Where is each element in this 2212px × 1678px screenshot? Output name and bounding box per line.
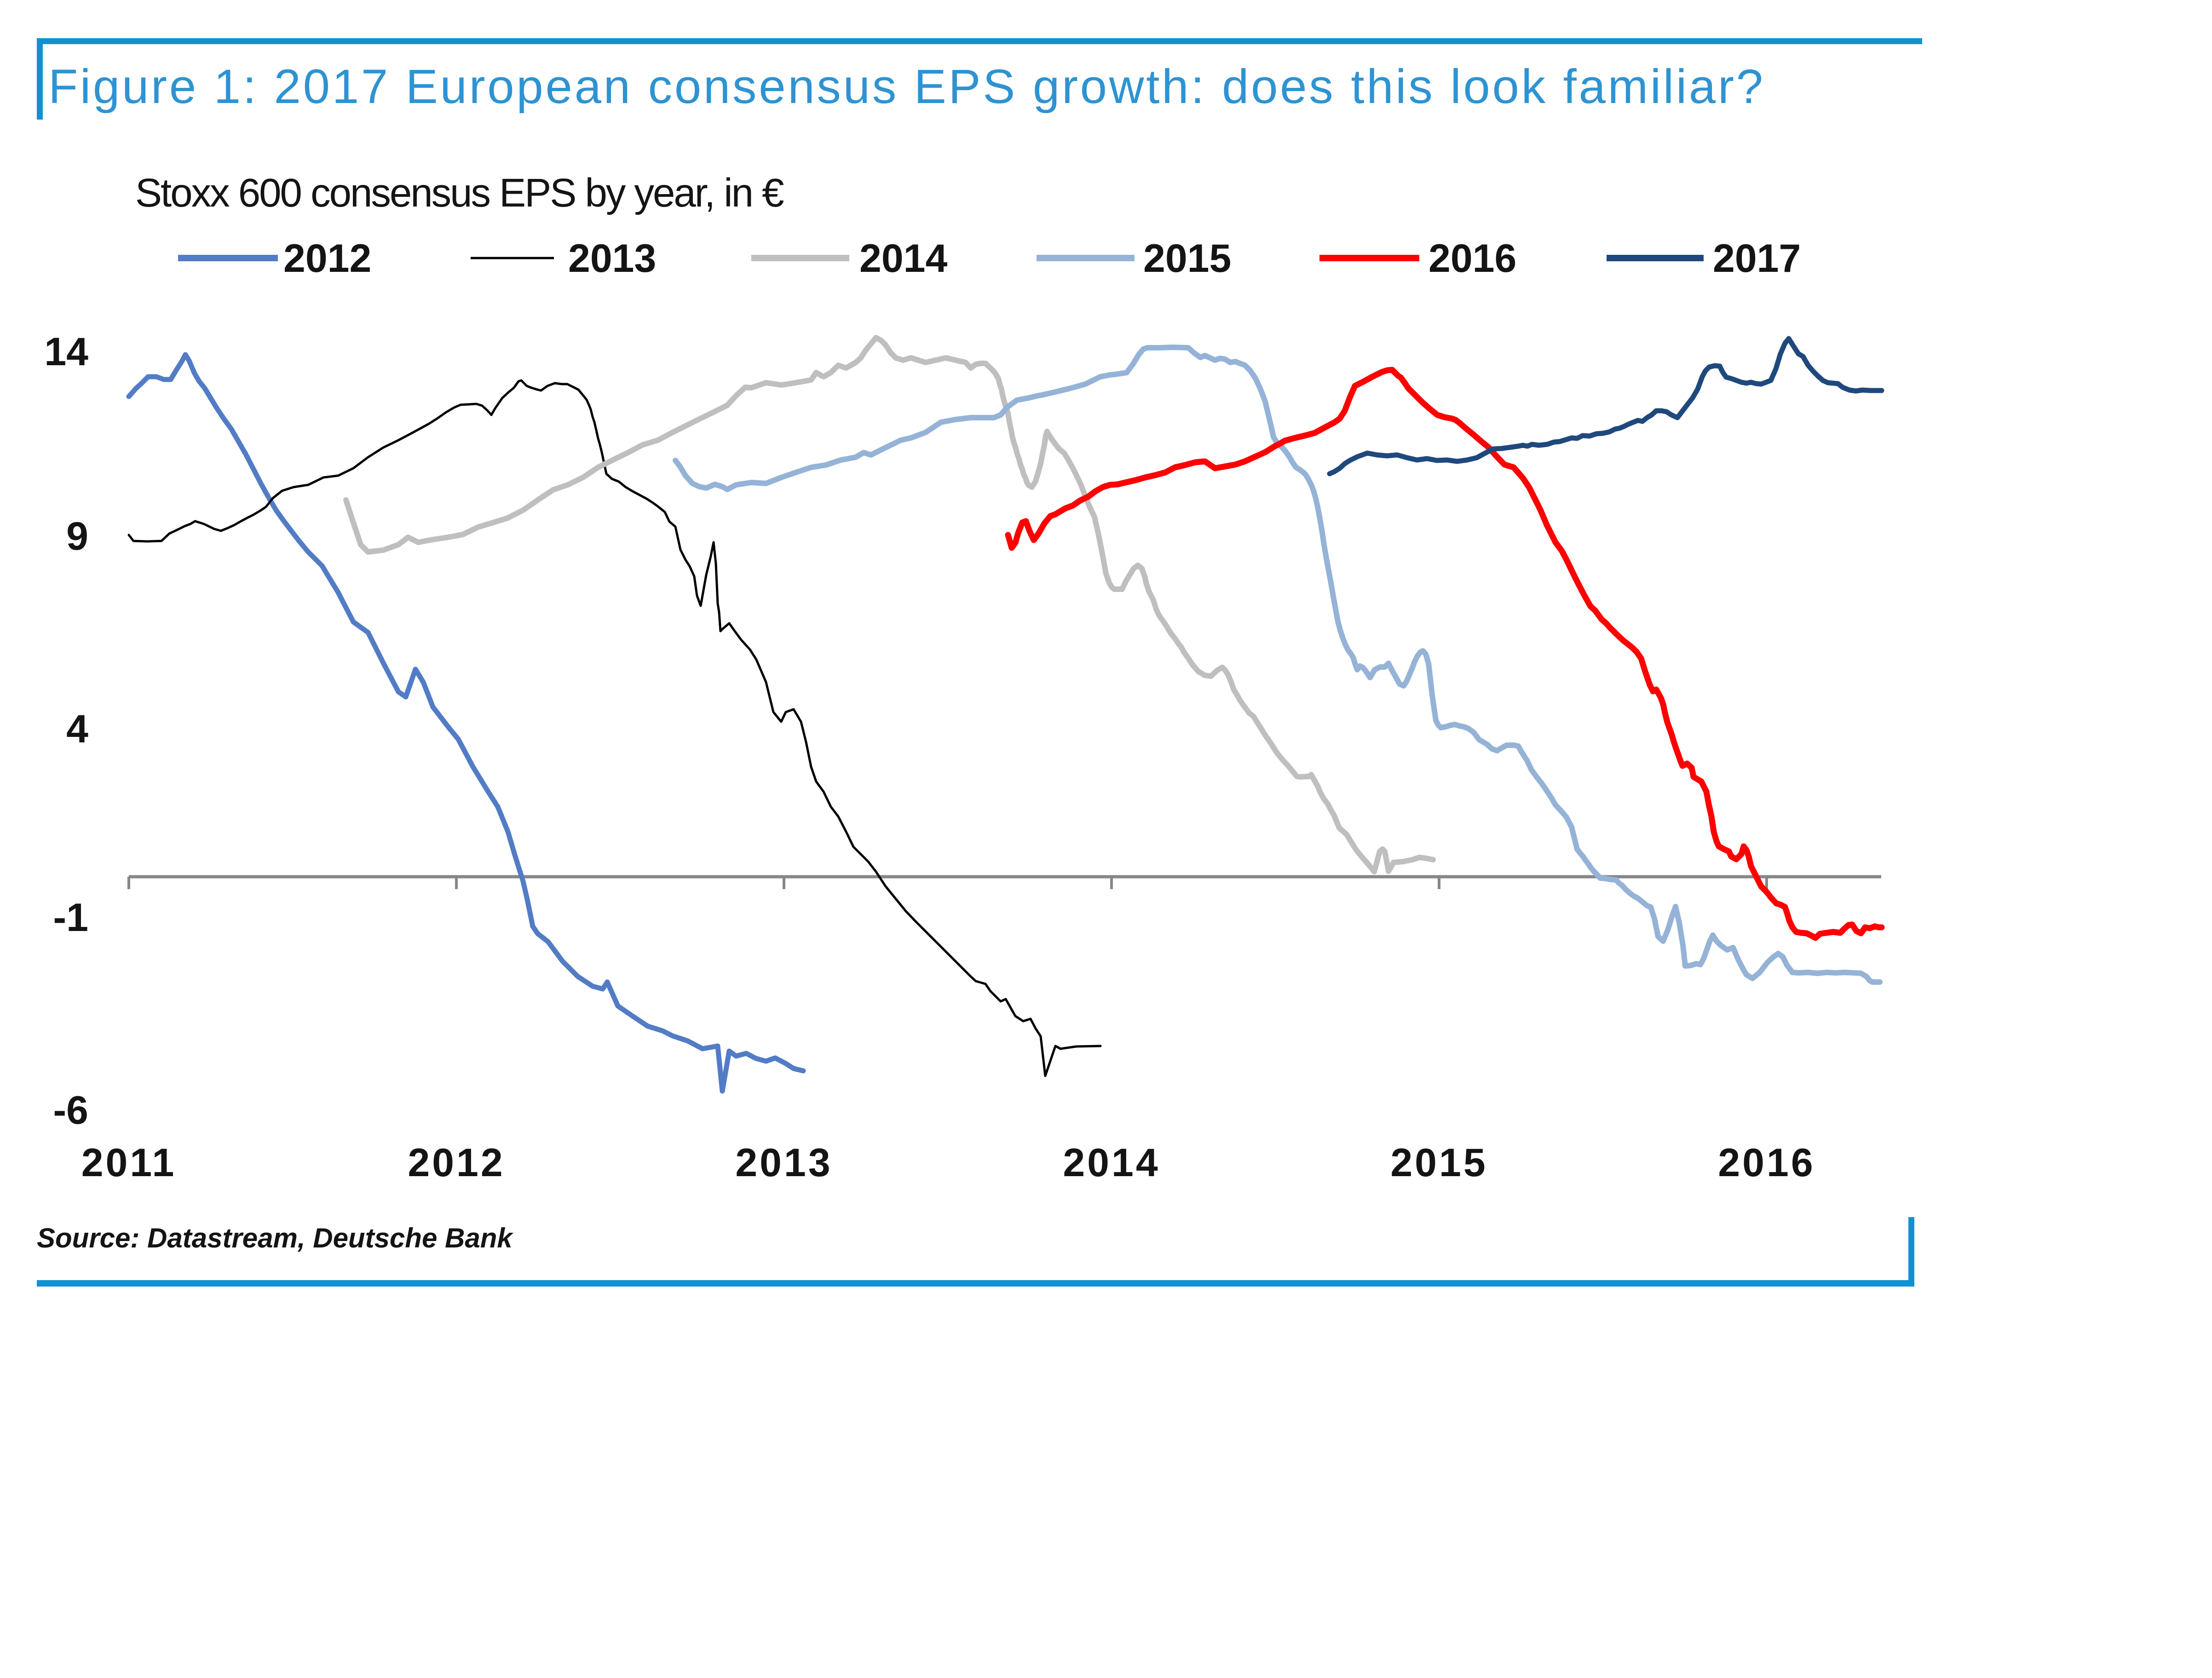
svg-text:2014: 2014 [1063,1141,1160,1185]
svg-text:Stoxx 600 consensus EPS by yea: Stoxx 600 consensus EPS by year, in € [135,171,784,215]
svg-text:2017: 2017 [1713,236,1801,281]
svg-text:2012: 2012 [283,236,371,281]
svg-text:14: 14 [44,330,88,374]
svg-text:9: 9 [66,514,88,558]
svg-text:2015: 2015 [1143,236,1231,281]
svg-text:-1: -1 [53,896,88,940]
svg-text:Source: Datastream, Deutsche B: Source: Datastream, Deutsche Bank [37,1223,513,1253]
svg-text:2011: 2011 [81,1141,177,1185]
svg-text:2016: 2016 [1429,236,1516,281]
svg-text:2012: 2012 [408,1141,505,1185]
svg-text:Figure 1: 2017 European consen: Figure 1: 2017 European consensus EPS gr… [48,60,1765,114]
svg-text:2015: 2015 [1390,1141,1487,1185]
svg-text:2014: 2014 [859,236,947,281]
svg-text:-6: -6 [53,1088,88,1132]
svg-text:4: 4 [66,707,88,751]
svg-text:2013: 2013 [568,236,656,281]
svg-text:2016: 2016 [1718,1141,1815,1185]
svg-text:2013: 2013 [735,1141,832,1185]
